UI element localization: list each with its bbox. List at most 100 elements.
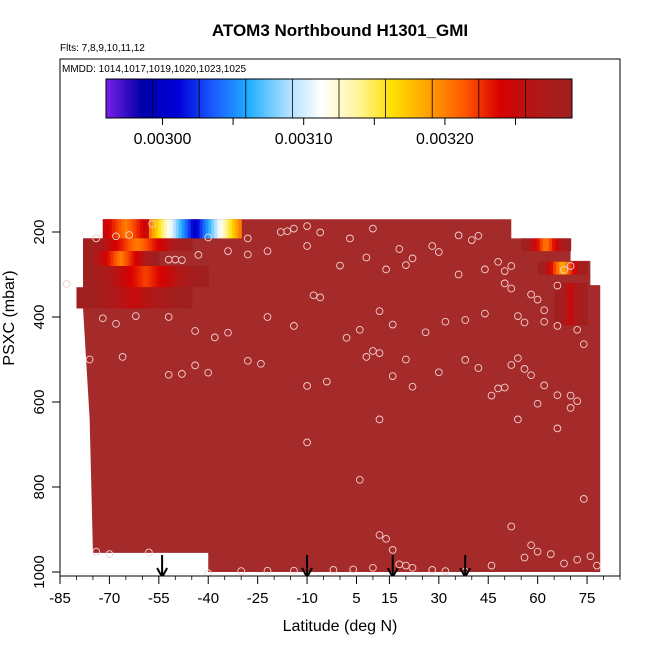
sample-point (204, 569, 213, 576)
sample-point (553, 322, 562, 330)
colorbar-cell (199, 79, 203, 118)
x-tick-label: -25 (247, 590, 269, 607)
band-cell (97, 287, 102, 309)
sample-point (533, 295, 542, 304)
colorbar-cell (323, 79, 327, 118)
band-cell (537, 261, 542, 275)
sample-point (514, 354, 522, 363)
sample-point (540, 306, 549, 315)
sample-point (112, 232, 120, 241)
colorbar-cell (473, 79, 477, 118)
colorbar-cell (284, 79, 288, 118)
sample-point (553, 281, 562, 290)
flight-arrow (459, 555, 472, 576)
colorbar-cell (546, 79, 550, 118)
band-cell (110, 238, 114, 252)
band-cell (121, 287, 126, 309)
sample-point (118, 353, 127, 361)
colorbar-cell (372, 79, 376, 118)
band-cell (533, 238, 538, 252)
sample-point (461, 316, 470, 324)
band-cell (172, 266, 177, 288)
band-cell (130, 266, 135, 288)
colorbar-cell (142, 79, 146, 118)
sample-point (303, 438, 311, 447)
sample-point (546, 550, 555, 558)
colorbar-cell (476, 79, 480, 118)
flight-arrow (301, 555, 313, 576)
y-axis: 200 400 600 800 1000 (31, 219, 60, 589)
band-cell (134, 238, 139, 252)
colorbar-cell (300, 79, 304, 118)
sample-point (507, 361, 516, 369)
band-cell (181, 219, 186, 239)
sample-point (375, 307, 384, 315)
band-cell (122, 251, 127, 267)
colorbar-cell (548, 79, 552, 118)
y-tick-label: 200 (31, 219, 48, 244)
band-cell (131, 251, 136, 267)
band-cell (184, 266, 188, 288)
band-cell (160, 219, 165, 239)
colorbar-cell (245, 79, 249, 118)
band-cell (112, 287, 117, 309)
band-cell (154, 266, 159, 288)
gradient-band (83, 251, 160, 267)
band-cell (530, 238, 535, 252)
colorbar-cell (388, 79, 392, 118)
colorbar-cell (315, 79, 319, 118)
colorbar-cell (458, 79, 462, 118)
sample-point (566, 404, 575, 412)
sample-point (540, 381, 549, 390)
colorbar-cell (150, 79, 154, 118)
sample-point (586, 552, 595, 561)
plot-area (62, 219, 601, 576)
sample-point (579, 340, 588, 349)
sample-point (474, 364, 483, 372)
colorbar-cell (517, 79, 521, 118)
colorbar-cell (121, 79, 125, 118)
sample-point (243, 234, 252, 243)
band-cell (161, 238, 166, 252)
sample-point (481, 265, 489, 274)
colorbar-cell (390, 79, 394, 118)
sample-point (402, 261, 410, 269)
y-axis-label: PSXC (mbar) (1, 270, 18, 365)
sample-point (500, 267, 509, 275)
colorbar-cell (134, 79, 138, 118)
sample-point (263, 313, 272, 321)
band-cell (94, 266, 99, 288)
y-tick-label: 800 (31, 474, 48, 499)
band-cell (130, 219, 135, 239)
colorbar-cell (416, 79, 420, 118)
band-cell (166, 266, 171, 288)
colorbar-cell (108, 79, 112, 118)
colorbar-cell (307, 79, 312, 118)
sample-point (520, 318, 529, 327)
band-cell (113, 238, 117, 252)
sample-point (355, 325, 364, 334)
chart-title: ATOM3 Northbound H1301_GMI (212, 21, 468, 40)
sample-point (441, 317, 450, 326)
gradient-band (83, 266, 209, 288)
band-cell (554, 283, 558, 326)
band-cell (134, 251, 139, 267)
colorbar-cell (320, 79, 324, 118)
colorbar-cell (452, 79, 456, 118)
band-cell (104, 238, 108, 252)
colorbar-cell (507, 79, 511, 118)
sample-point (388, 372, 397, 380)
sample-point (593, 561, 601, 570)
colorbar-cell (437, 79, 441, 118)
sample-point (145, 548, 153, 557)
band-cell (137, 287, 141, 309)
colorbar-cell (364, 79, 368, 118)
band-cell (92, 266, 96, 288)
sample-point (322, 377, 331, 386)
band-cell (115, 287, 120, 309)
band-cell (163, 219, 168, 239)
colorbar-cell (527, 79, 532, 118)
band-cell (562, 261, 567, 275)
band-cell (92, 238, 96, 252)
colorbar-cell (566, 79, 570, 118)
